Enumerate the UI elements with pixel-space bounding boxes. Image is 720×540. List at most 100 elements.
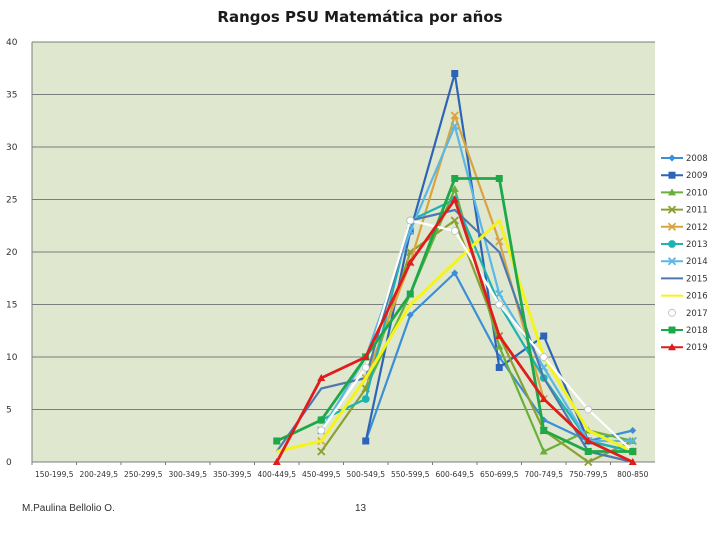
legend-item-2018: 2018 bbox=[661, 326, 708, 336]
y-tick-label: 15 bbox=[6, 301, 17, 311]
page-number: 13 bbox=[355, 503, 367, 514]
data-point-2010 bbox=[450, 185, 459, 192]
data-point-2014 bbox=[450, 121, 459, 131]
data-point-2019 bbox=[539, 395, 548, 402]
x-tick-label: 350-399,5 bbox=[213, 470, 252, 479]
x-tick-label: 250-299,5 bbox=[124, 470, 163, 479]
legend-label: 2012 bbox=[686, 223, 708, 233]
x-tick-label: 650-699,5 bbox=[480, 470, 519, 479]
y-tick-label: 30 bbox=[6, 143, 18, 153]
data-point-2019 bbox=[495, 332, 504, 339]
x-tick-label: 600-649,5 bbox=[436, 470, 475, 479]
data-point-2014 bbox=[495, 289, 504, 299]
legend-label: 2019 bbox=[686, 343, 708, 353]
data-point-2017 bbox=[495, 300, 504, 309]
legend-item-2012: 2012 bbox=[661, 222, 708, 233]
series-2019 bbox=[272, 195, 637, 465]
legend-marker bbox=[668, 308, 676, 317]
data-point-2019 bbox=[272, 458, 281, 465]
data-point-2018 bbox=[584, 448, 592, 455]
series-lines bbox=[272, 70, 637, 467]
data-point-2009 bbox=[540, 332, 548, 340]
series-line-2014 bbox=[320, 124, 633, 443]
data-point-2017 bbox=[317, 426, 326, 435]
legend-marker bbox=[667, 205, 677, 214]
data-point-2017 bbox=[361, 363, 370, 372]
y-tick-label: 10 bbox=[6, 353, 18, 363]
data-point-2009 bbox=[451, 70, 459, 77]
data-point-2012 bbox=[450, 111, 459, 120]
x-tick-label: 300-349,5 bbox=[169, 470, 208, 479]
legend-item-2010: 2010 bbox=[661, 188, 708, 198]
data-point-2018 bbox=[451, 175, 459, 182]
data-point-2011 bbox=[584, 457, 593, 467]
legend-label: 2018 bbox=[686, 326, 708, 336]
data-point-2017 bbox=[584, 405, 593, 414]
data-point-2018 bbox=[317, 416, 325, 424]
legend-marker bbox=[668, 240, 676, 248]
data-point-2008 bbox=[629, 427, 637, 434]
legend-item-2011: 2011 bbox=[661, 205, 708, 216]
series-line-2016 bbox=[276, 219, 634, 453]
y-tick-label: 20 bbox=[6, 248, 18, 258]
legend-item-2019: 2019 bbox=[661, 343, 708, 353]
data-point-2019 bbox=[361, 353, 370, 360]
legend-marker bbox=[668, 326, 676, 334]
data-point-2019 bbox=[317, 374, 326, 381]
data-point-2017 bbox=[406, 216, 415, 225]
data-point-2019 bbox=[584, 437, 593, 444]
legend-item-2017: 2017 bbox=[661, 309, 708, 319]
legend-label: 2017 bbox=[686, 309, 708, 319]
x-axis-ticks: 150-199,5 200-249,5 250-299,5 300-349,5 350-… bbox=[31, 462, 649, 479]
x-tick-label: 550-599,5 bbox=[391, 470, 430, 479]
data-point-2011 bbox=[317, 447, 326, 456]
x-tick-label: 450-499,5 bbox=[302, 470, 341, 479]
y-axis-ticks: 0 5 10 15 20 25 30 35 40 bbox=[6, 38, 18, 468]
x-tick-label: 800-850 bbox=[617, 470, 649, 479]
legend-item-2009: 2009 bbox=[661, 171, 708, 181]
data-point-2014 bbox=[628, 436, 637, 446]
legend-label: 2011 bbox=[686, 206, 708, 216]
legend-label: 2010 bbox=[686, 188, 708, 198]
legend-label: 2008 bbox=[686, 154, 708, 164]
legend-label: 2015 bbox=[686, 274, 708, 284]
legend: 2008 2009 2010 2011 2012 2013 2014 2015 2016 2017… bbox=[661, 154, 708, 353]
x-tick-label: 200-249,5 bbox=[80, 470, 119, 479]
data-point-2013 bbox=[361, 395, 370, 403]
legend-item-2008: 2008 bbox=[661, 154, 708, 164]
data-point-2008 bbox=[406, 311, 414, 319]
series-2016 bbox=[276, 219, 634, 453]
x-tick-label: 700-749,5 bbox=[525, 470, 564, 479]
legend-marker bbox=[668, 154, 676, 162]
chart-title: Rangos PSU Matemática por años bbox=[217, 8, 503, 26]
legend-marker bbox=[668, 343, 676, 351]
legend-item-2015: 2015 bbox=[661, 274, 708, 284]
legend-item-2016: 2016 bbox=[661, 292, 708, 302]
legend-label: 2009 bbox=[686, 171, 708, 181]
data-point-2017 bbox=[539, 353, 548, 361]
legend-marker bbox=[667, 257, 677, 266]
data-point-2011 bbox=[450, 216, 459, 225]
x-tick-label: 150-199,5 bbox=[35, 470, 74, 479]
y-tick-label: 40 bbox=[6, 38, 18, 48]
legend-item-2014: 2014 bbox=[661, 257, 708, 267]
data-point-2017 bbox=[450, 227, 459, 235]
data-point-2008 bbox=[451, 269, 459, 277]
y-tick-label: 35 bbox=[6, 91, 17, 101]
data-point-2010 bbox=[539, 447, 548, 455]
data-point-2010 bbox=[495, 342, 504, 350]
data-point-2018 bbox=[273, 437, 281, 445]
data-point-2009 bbox=[362, 437, 370, 445]
data-point-2018 bbox=[495, 175, 503, 182]
data-point-2018 bbox=[540, 427, 548, 434]
data-point-2018 bbox=[629, 448, 637, 455]
data-point-2009 bbox=[495, 364, 503, 371]
y-tick-label: 0 bbox=[6, 458, 12, 468]
x-tick-label: 750-799,5 bbox=[569, 470, 608, 479]
data-point-2018 bbox=[406, 290, 414, 298]
data-point-2019 bbox=[450, 195, 459, 203]
legend-label: 2016 bbox=[686, 292, 708, 302]
legend-label: 2013 bbox=[686, 240, 708, 250]
data-point-2012 bbox=[495, 237, 504, 246]
